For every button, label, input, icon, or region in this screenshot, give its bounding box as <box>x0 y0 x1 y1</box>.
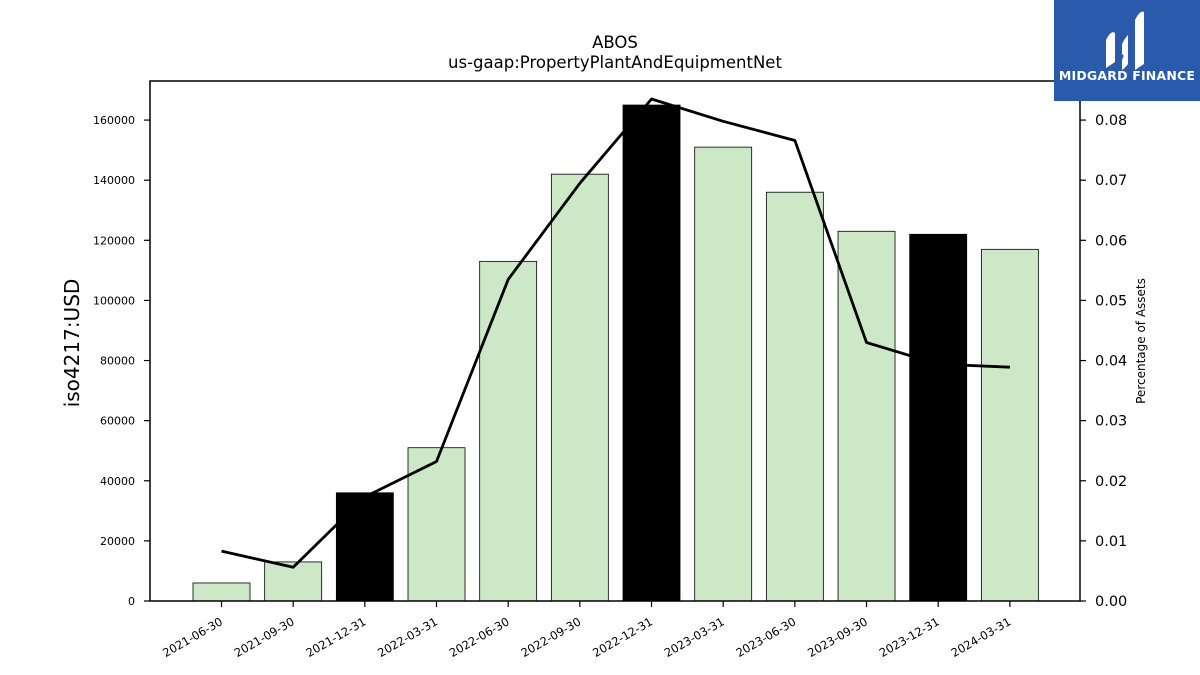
midgard-finance-logo: MIDGARD FINANCE <box>1054 0 1200 101</box>
x-tick-label: 2023-06-30 <box>733 614 798 660</box>
midgard-logo-icon <box>1106 11 1144 70</box>
bar-2021-06-30 <box>192 582 251 602</box>
bar-2023-12-31 <box>909 233 968 602</box>
right-axis: 0.00 0.01 0.02 0.03 0.04 0.05 0.06 0.07 0.08 <box>1080 113 1127 610</box>
y-tick-label: 20000 <box>100 535 135 548</box>
y2-tick-label: 0.01 <box>1095 534 1127 550</box>
y2-tick-label: 0.02 <box>1095 474 1127 490</box>
chart-subtitle: us-gaap:PropertyPlantAndEquipmentNet <box>448 53 782 72</box>
y2-tick-label: 0.00 <box>1095 594 1127 610</box>
y-tick-label: 140000 <box>93 174 135 187</box>
bar-2023-06-30 <box>765 191 824 602</box>
y2-tick-label: 0.05 <box>1095 293 1127 309</box>
y-tick-label: 40000 <box>100 475 135 488</box>
bar-2022-12-31 <box>622 104 681 602</box>
bar-2024-03-31 <box>980 248 1039 602</box>
x-tick-label: 2021-12-31 <box>303 614 368 660</box>
bar-2022-06-30 <box>479 260 538 602</box>
bar-2023-03-31 <box>694 146 753 602</box>
x-axis: 2021-06-30 2021-09-30 2021-12-31 2022-03-31… <box>160 601 1013 660</box>
x-tick-label: 2021-09-30 <box>232 614 297 660</box>
y-tick-label: 120000 <box>93 234 135 247</box>
line-series <box>221 97 1010 569</box>
x-tick-label: 2023-09-30 <box>805 614 870 660</box>
y-tick-label: 60000 <box>100 415 135 428</box>
bar-2022-09-30 <box>550 173 609 602</box>
y2-axis-label: Percentage of Assets <box>1134 278 1148 404</box>
bar-2021-12-31 <box>335 492 394 602</box>
x-tick-label: 2024-03-31 <box>948 614 1013 660</box>
y2-tick-label: 0.07 <box>1095 173 1127 189</box>
y-tick-label: 160000 <box>93 114 135 127</box>
x-tick-label: 2022-06-30 <box>447 614 512 660</box>
y-tick-label: 100000 <box>93 294 135 307</box>
bar-series <box>192 104 1039 602</box>
percentage-line <box>221 97 1010 569</box>
x-tick-label: 2022-09-30 <box>518 614 583 660</box>
y-tick-label: 80000 <box>100 355 135 368</box>
logo-text: MIDGARD FINANCE <box>1058 68 1196 83</box>
y2-tick-label: 0.06 <box>1095 233 1127 249</box>
x-tick-label: 2021-06-30 <box>160 614 225 660</box>
x-tick-label: 2023-03-31 <box>662 614 727 660</box>
chart-title: ABOS <box>592 33 638 52</box>
y2-tick-label: 0.03 <box>1095 414 1127 430</box>
bar-2022-03-31 <box>407 447 466 602</box>
x-tick-label: 2022-12-31 <box>590 614 655 660</box>
y2-tick-label: 0.08 <box>1095 113 1127 129</box>
plot-frame <box>149 80 1081 602</box>
y-axis-label: iso4217:USD <box>60 279 84 408</box>
left-axis: 0 20000 40000 60000 80000 100000 120000 140000 1… <box>93 114 150 608</box>
x-tick-label: 2023-12-31 <box>877 614 942 660</box>
y-tick-label: 0 <box>128 595 135 608</box>
x-tick-label: 2022-03-31 <box>375 614 440 660</box>
y2-tick-label: 0.04 <box>1095 354 1127 370</box>
